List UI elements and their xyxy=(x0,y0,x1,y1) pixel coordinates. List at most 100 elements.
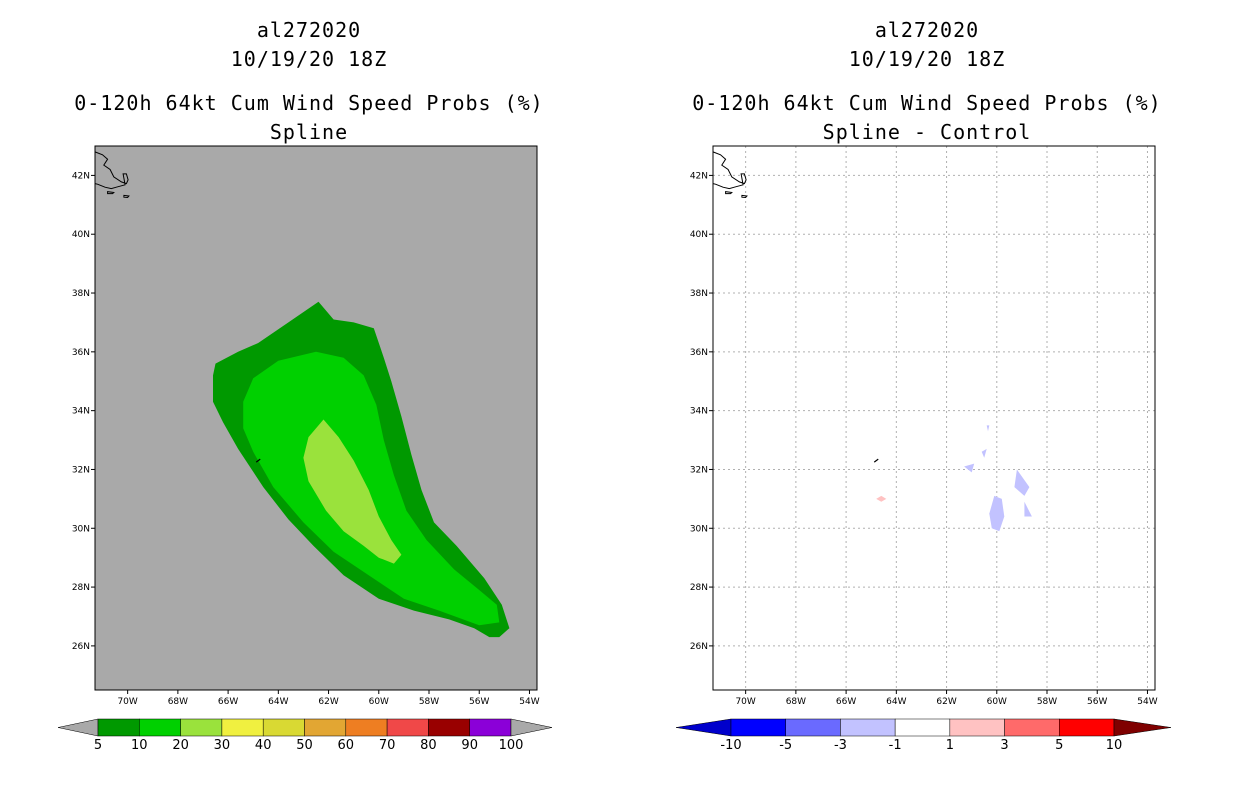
lat-tick-label: 32N xyxy=(690,465,708,475)
lat-tick-label: 40N xyxy=(72,230,90,240)
lat-tick-label: 42N xyxy=(72,171,90,181)
lon-tick-label: 70W xyxy=(117,697,137,707)
colorbar-label: 5 xyxy=(94,738,102,753)
storm-id-title: al272020 xyxy=(874,18,980,42)
plot-frame xyxy=(712,145,1156,691)
coastline xyxy=(94,151,129,190)
date-title: 10/19/20 18Z xyxy=(848,47,1006,71)
colorbar-label: 1 xyxy=(946,738,954,753)
lat-tick-label: 38N xyxy=(690,289,708,299)
colorbar-label: -1 xyxy=(889,738,902,753)
colorbar-bin xyxy=(345,718,388,737)
probability-colorbar: 5 10 20 30 40 50 60 70 80 90 100 xyxy=(57,718,553,753)
colorbar-bin xyxy=(730,718,786,737)
colorbar-bin xyxy=(386,718,429,737)
lat-tick-label: 36N xyxy=(72,348,90,358)
contour-fill xyxy=(1024,501,1032,517)
lon-tick-label: 68W xyxy=(168,697,188,707)
lat-tick-label: 26N xyxy=(690,642,708,652)
lat-tick-label: 28N xyxy=(690,583,708,593)
method-title: Spline xyxy=(269,120,349,144)
colorbar-bin xyxy=(469,718,512,737)
lon-tick-label: 62W xyxy=(936,697,956,707)
marthas-vineyard-outline xyxy=(107,191,115,195)
lon-tick-label: 58W xyxy=(1037,697,1057,707)
lat-tick-label: 30N xyxy=(690,524,708,534)
difference-map: 70W 68W 66W 64W 62W 60W 58W 56W 54W 42N 40N 38N 36N 3… xyxy=(690,145,1158,707)
difference-colorbar: -10 -5 -3 -1 1 3 5 10 xyxy=(675,718,1172,753)
colorbar-bin xyxy=(1059,718,1115,737)
colorbar-lower-extend xyxy=(675,718,732,737)
lat-tick-label: 34N xyxy=(72,407,90,417)
plot-frame xyxy=(94,145,538,691)
colorbar-label: 60 xyxy=(338,738,355,753)
colorbar-label: 10 xyxy=(1106,738,1123,753)
lon-tick-label: 54W xyxy=(519,697,539,707)
colorbar-label: 3 xyxy=(1000,738,1008,753)
colorbar-upper-extend xyxy=(1113,718,1172,737)
plot-background xyxy=(713,146,1155,690)
lon-tick-label: 58W xyxy=(419,697,439,707)
lon-tick-label: 56W xyxy=(1087,697,1107,707)
product-title: 0-120h 64kt Cum Wind Speed Probs (%) xyxy=(692,91,1162,115)
difference-panel: al272020 10/19/20 18Z 0-120h 64kt Cum Wi… xyxy=(618,0,1236,800)
lat-tick-label: 28N xyxy=(72,583,90,593)
colorbar-label: 10 xyxy=(131,738,148,753)
colorbar-label: 5 xyxy=(1055,738,1063,753)
colorbar-label: -5 xyxy=(779,738,792,753)
lat-tick-label: 42N xyxy=(690,171,708,181)
lat-tick-label: 30N xyxy=(72,524,90,534)
contour-fill xyxy=(981,448,987,458)
spline-panel: al272020 10/19/20 18Z 0-120h 64kt Cum Wi… xyxy=(57,18,553,753)
colorbar-bin xyxy=(221,718,264,737)
lon-tick-label: 64W xyxy=(268,697,288,707)
bermuda-island xyxy=(873,458,879,463)
colorbar-lower-extend xyxy=(57,718,99,737)
lon-tick-label: 56W xyxy=(469,697,489,707)
lat-tick-label: 34N xyxy=(690,407,708,417)
lon-tick-label: 62W xyxy=(318,697,338,707)
colorbar-bin xyxy=(304,718,347,737)
colorbar-label: -10 xyxy=(720,738,741,753)
contour-fill xyxy=(876,495,887,502)
lon-tick-label: 54W xyxy=(1137,697,1157,707)
colorbar-bin xyxy=(97,718,140,737)
colorbar-bin xyxy=(949,718,1005,737)
colorbar-bin xyxy=(840,718,896,737)
colorbar-label: 100 xyxy=(499,738,524,753)
storm-id-title: al272020 xyxy=(256,18,362,42)
contour-fill xyxy=(1014,469,1030,496)
lon-tick-label: 70W xyxy=(735,697,755,707)
colorbar-bin xyxy=(428,718,470,737)
colorbar-bin xyxy=(1004,718,1060,737)
spline-probability-map: 70W 68W 66W 64W 62W 60W 58W 56W 54W 42N 40N 38N 36N 3… xyxy=(72,145,540,707)
lat-tick-label: 38N xyxy=(72,289,90,299)
colorbar-label: 80 xyxy=(420,738,437,753)
bermuda-island xyxy=(255,458,261,463)
lat-tick-label: 40N xyxy=(690,230,708,240)
lat-tick-label: 36N xyxy=(690,348,708,358)
colorbar-label: 20 xyxy=(172,738,189,753)
contour-fill xyxy=(303,419,402,564)
date-title: 10/19/20 18Z xyxy=(230,47,388,71)
colorbar-bin xyxy=(894,718,951,737)
colorbar-label: 50 xyxy=(296,738,313,753)
lon-tick-label: 64W xyxy=(886,697,906,707)
contour-fill xyxy=(986,425,990,432)
colorbar-bin xyxy=(139,718,181,737)
lon-tick-label: 66W xyxy=(218,697,238,707)
colorbar-bin xyxy=(262,718,305,737)
lon-tick-label: 68W xyxy=(786,697,806,707)
marthas-vineyard-outline xyxy=(725,191,733,195)
lon-tick-label: 66W xyxy=(836,697,856,707)
coastline xyxy=(712,151,747,190)
product-title: 0-120h 64kt Cum Wind Speed Probs (%) xyxy=(74,91,544,115)
nantucket-outline xyxy=(741,194,748,199)
contour-fill xyxy=(243,351,500,626)
colorbar-label: -3 xyxy=(834,738,847,753)
colorbar-label: 90 xyxy=(461,738,478,753)
lon-tick-label: 60W xyxy=(369,697,389,707)
lon-tick-label: 60W xyxy=(987,697,1007,707)
method-title: Spline - Control xyxy=(822,120,1032,144)
colorbar-label: 30 xyxy=(214,738,231,753)
